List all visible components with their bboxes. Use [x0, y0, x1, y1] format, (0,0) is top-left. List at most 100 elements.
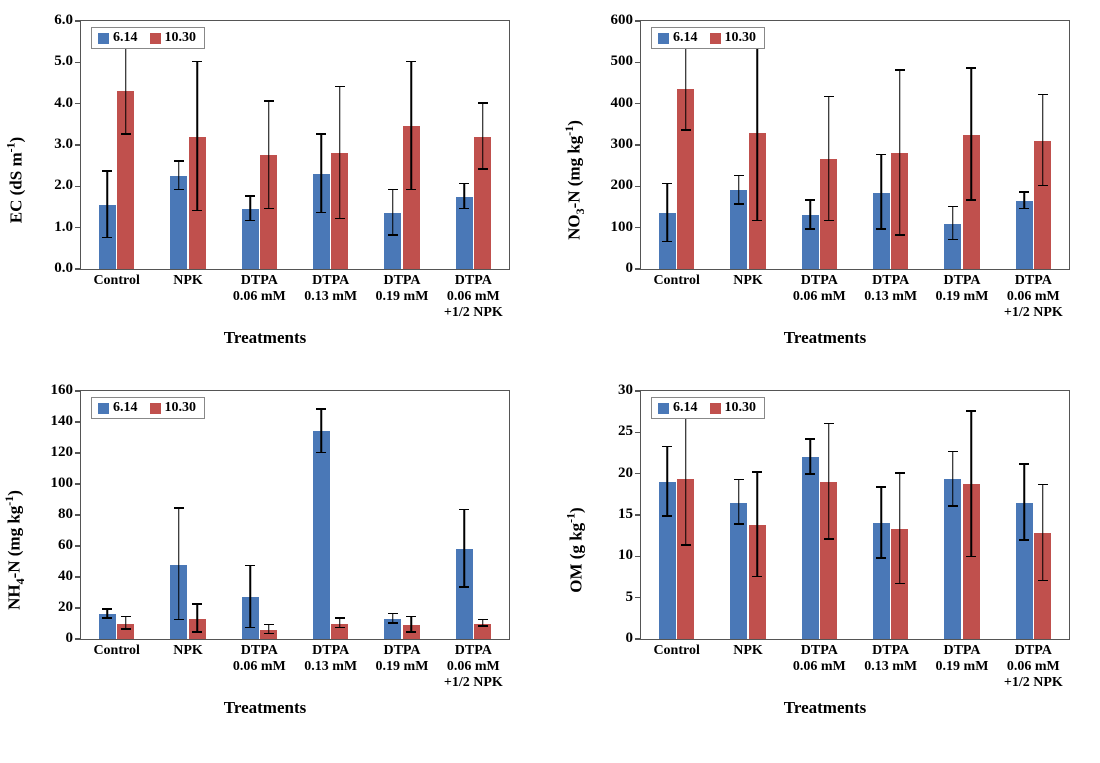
error-cap [459, 509, 469, 511]
error-cap [1019, 208, 1029, 210]
error-bar [249, 566, 251, 628]
error-bar [971, 412, 973, 557]
x-tick-label: Control [93, 639, 139, 659]
error-bar [828, 97, 830, 221]
error-cap [478, 625, 488, 627]
error-cap [948, 451, 958, 453]
error-cap [478, 619, 488, 621]
error-bar [899, 71, 901, 236]
x-tick-label: DTPA 0.13 mM [864, 639, 917, 675]
error-cap [316, 408, 326, 410]
y-tick-label: 0 [626, 630, 642, 647]
y-tick-label: 6.0 [54, 12, 81, 29]
legend-swatch [150, 33, 161, 44]
error-cap [335, 218, 345, 220]
error-cap [335, 617, 345, 619]
error-cap [121, 616, 131, 618]
x-tick-label: DTPA 0.19 mM [936, 639, 989, 675]
legend-item: 10.30 [150, 30, 197, 46]
error-cap [805, 199, 815, 201]
error-bar [392, 190, 394, 235]
error-cap [824, 423, 834, 425]
error-bar [809, 201, 811, 230]
legend-label: 10.30 [165, 400, 197, 416]
error-cap [388, 613, 398, 615]
error-cap [406, 189, 416, 191]
error-cap [388, 622, 398, 624]
error-cap [406, 61, 416, 63]
x-tick-label: DTPA 0.19 mM [376, 639, 429, 675]
x-tick-label: DTPA 0.19 mM [376, 269, 429, 305]
x-tick-label: DTPA 0.06 mM [793, 639, 846, 675]
error-bar [899, 474, 901, 585]
error-bar [1023, 465, 1025, 541]
error-cap [245, 195, 255, 197]
error-cap [388, 234, 398, 236]
legend-swatch [150, 403, 161, 414]
error-bar [197, 605, 199, 633]
y-tick-label: 300 [611, 136, 642, 153]
y-axis-label: NH4-N (mg kg-1) [2, 490, 28, 610]
error-cap [102, 617, 112, 619]
error-cap [459, 208, 469, 210]
error-cap [805, 228, 815, 230]
y-tick-label: 10 [618, 547, 641, 564]
error-bar [738, 176, 740, 205]
error-cap [102, 608, 112, 610]
x-axis-label: Treatments [784, 328, 866, 348]
error-bar [1042, 95, 1044, 186]
y-axis-label: EC (dS m-1) [4, 137, 27, 223]
error-cap [895, 234, 905, 236]
y-tick-label: 1.0 [54, 219, 81, 236]
legend-item: 6.14 [98, 30, 138, 46]
error-bar [178, 162, 180, 191]
legend-item: 6.14 [658, 400, 698, 416]
chart-panel-nh4: 0204060801001201401606.1410.30ControlNPK… [10, 380, 520, 720]
y-tick-label: 0 [626, 260, 642, 277]
error-cap [316, 452, 326, 454]
x-tick-label: NPK [173, 639, 203, 659]
error-bar [1042, 485, 1044, 581]
error-cap [824, 220, 834, 222]
error-bar [482, 104, 484, 170]
error-bar [881, 488, 883, 559]
error-cap [102, 237, 112, 239]
y-axis-label: OM (g kg-1) [564, 507, 587, 592]
y-tick-label: 100 [51, 475, 82, 492]
y-tick-label: 4.0 [54, 95, 81, 112]
legend-swatch [710, 403, 721, 414]
error-cap [876, 154, 886, 156]
legend-item: 6.14 [658, 30, 698, 46]
legend-swatch [98, 33, 109, 44]
error-cap [245, 627, 255, 629]
error-cap [681, 129, 691, 131]
error-cap [752, 471, 762, 473]
error-cap [824, 538, 834, 540]
error-bar [268, 102, 270, 209]
error-bar [971, 69, 973, 201]
error-cap [316, 133, 326, 135]
error-bar [828, 424, 830, 540]
legend-label: 10.30 [725, 400, 757, 416]
error-cap [895, 583, 905, 585]
x-axis-label: Treatments [224, 698, 306, 718]
error-bar [339, 87, 341, 219]
error-cap [805, 473, 815, 475]
legend-label: 10.30 [165, 30, 197, 46]
error-bar [178, 509, 180, 621]
chart-panel-om: 0510152025306.1410.30ControlNPKDTPA 0.06… [570, 380, 1080, 720]
x-tick-label: DTPA 0.06 mM [233, 639, 286, 675]
error-cap [174, 189, 184, 191]
y-tick-label: 5.0 [54, 53, 81, 70]
error-cap [734, 479, 744, 481]
plot-area: 0.01.02.03.04.05.06.06.1410.30ControlNPK… [80, 20, 510, 270]
legend-item: 10.30 [710, 400, 757, 416]
error-cap [681, 544, 691, 546]
legend-swatch [658, 33, 669, 44]
error-cap [662, 241, 672, 243]
error-cap [264, 100, 274, 102]
error-bar [757, 473, 759, 577]
y-tick-label: 400 [611, 95, 642, 112]
error-cap [388, 189, 398, 191]
error-cap [316, 212, 326, 214]
